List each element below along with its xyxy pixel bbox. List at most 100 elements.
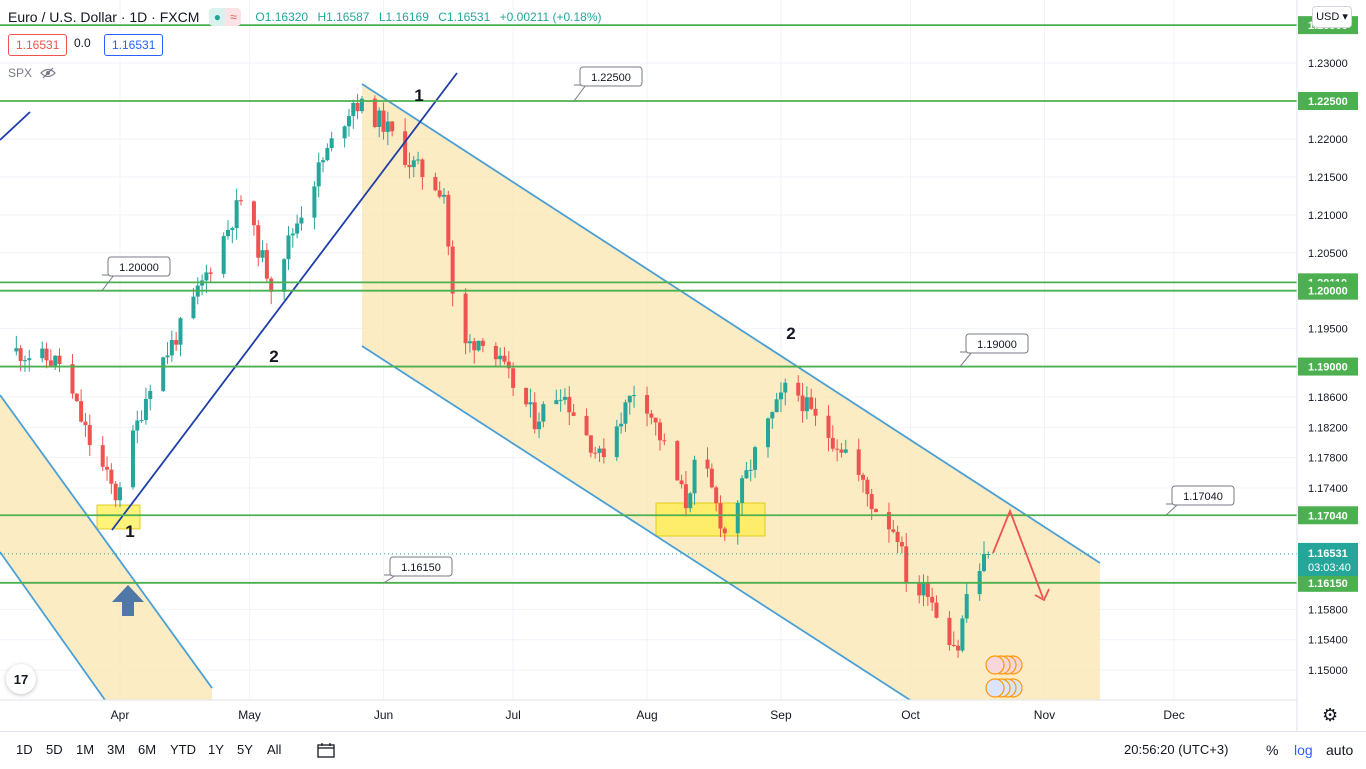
timeframe-3m[interactable]: 3M [107,742,126,757]
level-price-badge-label: 1.19000 [1308,362,1348,374]
low-value: L1.16169 [378,10,429,24]
candle [204,272,209,281]
candle [316,162,321,187]
status-pill: ● ≈ [209,8,242,26]
timeframe-5d[interactable]: 5D [46,742,63,757]
date-range-icon[interactable] [317,742,335,758]
time-tick-label: Aug [636,708,657,722]
channel-zone [0,395,212,700]
price-tick-label: 1.22000 [1308,134,1348,146]
time-tick-label: Sep [770,708,792,722]
bottom-toolbar: 1D 5D 1M 3M 6M YTD 1Y 5Y All 20:56:20 (U… [0,731,1366,769]
candle [290,233,295,236]
candle [442,194,446,197]
support-zone [96,504,141,530]
candle [809,397,814,409]
timeframe-all[interactable]: All [267,742,282,757]
candle [118,487,122,501]
clock[interactable]: 20:56:20 (UTC+3) [1124,742,1229,757]
currency-select[interactable]: USD ▾ [1312,6,1352,28]
symbol-title[interactable]: Euro / U.S. Dollar · 1D · FXCM [8,9,200,25]
candle [321,160,326,163]
candle [891,529,896,532]
candle [778,392,783,400]
candle [70,364,75,394]
candle [813,408,818,416]
uptrend-line [0,111,31,141]
candle [437,190,442,197]
timeframe-ytd[interactable]: YTD [170,742,196,757]
candle [390,121,395,132]
candle [744,470,749,479]
candle [614,426,619,458]
candle [407,164,412,168]
candle [312,186,317,218]
timeframe-6m[interactable]: 6M [138,742,157,757]
change-value: +0.00211 (+0.18%) [499,10,602,24]
candle [740,478,745,503]
level-price-badge [1298,281,1358,300]
candle [688,493,693,509]
candle [705,459,710,469]
gear-icon[interactable]: ⚙ [1322,705,1339,725]
level-price-badge [1298,357,1358,376]
price-chart[interactable]: 1.22500 1.20000 1.19000 1.17040 1.16150 1 2 1 2 1… [0,0,1366,731]
callout-pointer [573,84,587,102]
candle [869,494,874,510]
candle [714,487,719,504]
candle [191,296,196,319]
timeframe-5y[interactable]: 5Y [237,742,253,757]
candle [238,200,243,202]
time-tick-label: Apr [111,708,130,722]
indicator-label[interactable]: SPX [8,66,33,80]
timeframe-1d[interactable]: 1D [16,742,33,757]
time-tick-label: May [238,708,261,722]
candle [584,415,589,436]
event-icon [985,678,1005,698]
candle [480,340,485,346]
auto-toggle[interactable]: auto [1326,742,1354,758]
candle [40,348,45,359]
candle [567,396,572,413]
price-tick-label: 1.23000 [1308,58,1348,70]
percent-toggle[interactable]: % [1266,742,1279,758]
tradingview-logo[interactable]: 17 [6,664,36,694]
candle [74,393,79,402]
timeframe-1y[interactable]: 1Y [208,742,224,757]
candle [722,528,727,534]
candle [27,358,32,361]
close-value: C1.16531 [438,10,491,24]
support-zone [655,502,766,537]
event-icon [985,655,1005,675]
candle [264,250,269,279]
level-price-badge-label: 1.17040 [1308,510,1348,522]
candle [226,229,230,237]
candle [826,415,831,438]
candle [835,448,840,450]
wave-label: 2 [269,347,278,366]
candle [18,348,23,361]
level-callout-label: 1.16150 [401,562,441,574]
candle [502,355,507,362]
eye-crossed-icon[interactable] [40,67,56,79]
buy-button[interactable]: 1.16531 [104,34,164,56]
log-toggle[interactable]: log [1294,742,1313,758]
candle [143,399,148,421]
channel-lower-line [361,345,911,701]
current-price-badge [1298,542,1358,576]
candle [342,126,347,139]
candle [355,102,360,112]
candle [562,396,567,400]
candle [79,401,84,422]
callout-pointer [101,274,115,291]
timeframe-1m[interactable]: 1M [76,742,95,757]
uptrend-line [111,72,458,531]
delayed-data-icon: ≈ [225,8,242,26]
level-price-badge-label: 1.22500 [1308,96,1348,108]
candle [735,502,740,534]
candle [709,468,714,488]
candle [675,441,680,481]
currency-label: USD [1316,11,1340,23]
sell-button[interactable]: 1.16531 [8,34,68,56]
time-tick-label: Dec [1163,708,1184,722]
